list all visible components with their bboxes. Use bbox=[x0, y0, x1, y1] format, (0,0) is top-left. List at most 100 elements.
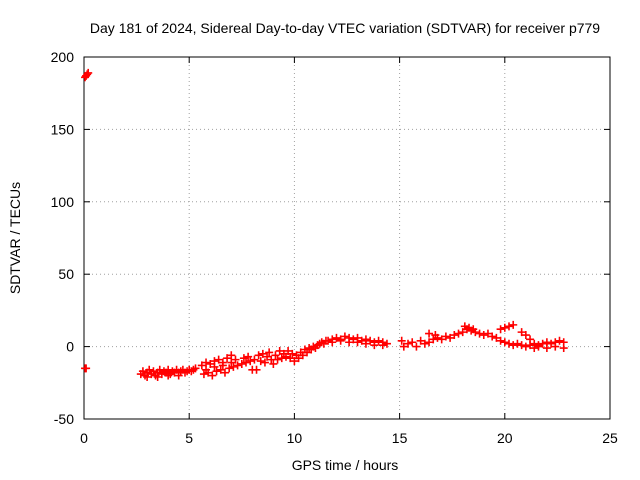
data-point bbox=[208, 371, 217, 380]
data-point bbox=[263, 352, 272, 361]
data-point bbox=[538, 339, 547, 348]
grid-lines bbox=[84, 57, 610, 419]
data-point bbox=[273, 355, 282, 364]
data-point bbox=[555, 336, 564, 345]
data-point bbox=[231, 355, 240, 364]
data-point bbox=[303, 348, 312, 357]
data-point bbox=[149, 367, 158, 376]
x-tick-label: 20 bbox=[497, 430, 513, 446]
data-point bbox=[542, 344, 551, 353]
data-point bbox=[82, 364, 91, 373]
data-point bbox=[174, 371, 183, 380]
data-point bbox=[450, 331, 459, 340]
data-points bbox=[81, 68, 568, 382]
data-point bbox=[202, 365, 211, 374]
data-point bbox=[269, 359, 278, 368]
data-point bbox=[505, 339, 514, 348]
data-point bbox=[345, 338, 354, 347]
data-point bbox=[252, 365, 261, 374]
data-point bbox=[496, 325, 505, 334]
data-point bbox=[458, 328, 467, 337]
data-point bbox=[191, 364, 200, 373]
data-point bbox=[488, 332, 497, 341]
data-point bbox=[254, 351, 263, 360]
data-point bbox=[526, 335, 535, 344]
data-point bbox=[281, 352, 290, 361]
data-point bbox=[397, 336, 406, 345]
data-point bbox=[214, 355, 223, 364]
data-point bbox=[265, 348, 274, 357]
data-point bbox=[530, 344, 539, 353]
x-tick-label: 15 bbox=[392, 430, 408, 446]
data-point bbox=[290, 357, 299, 366]
data-point bbox=[500, 338, 509, 347]
data-point bbox=[155, 365, 164, 374]
data-point bbox=[271, 351, 280, 360]
data-point bbox=[336, 336, 345, 345]
axis-ticks: 0 5 10 15 20 25 -50 0 50 100 150 200 bbox=[51, 49, 618, 446]
x-axis-title: GPS time / hours bbox=[292, 457, 399, 473]
x-tick-label: 0 bbox=[80, 430, 88, 446]
data-point bbox=[517, 328, 526, 337]
data-point bbox=[202, 358, 211, 367]
data-point bbox=[298, 351, 307, 360]
data-point bbox=[138, 367, 147, 376]
data-point bbox=[551, 342, 560, 351]
data-point bbox=[275, 346, 284, 355]
data-point bbox=[197, 361, 206, 370]
data-point bbox=[454, 329, 463, 338]
data-point bbox=[353, 338, 362, 347]
data-point bbox=[441, 332, 450, 341]
data-point bbox=[294, 354, 303, 363]
data-point bbox=[366, 336, 375, 345]
data-point bbox=[233, 361, 242, 370]
data-point bbox=[212, 367, 221, 376]
data-point bbox=[143, 373, 152, 382]
data-point bbox=[521, 331, 530, 340]
data-point bbox=[349, 335, 358, 344]
data-point bbox=[206, 359, 215, 368]
data-point bbox=[258, 349, 267, 358]
y-tick-label: 200 bbox=[51, 49, 75, 65]
data-point bbox=[492, 333, 501, 342]
y-tick-label: 150 bbox=[51, 121, 75, 137]
data-point bbox=[218, 361, 227, 370]
data-point bbox=[425, 329, 434, 338]
data-point bbox=[460, 322, 469, 331]
data-point bbox=[242, 358, 251, 367]
x-tick-label: 10 bbox=[287, 430, 303, 446]
data-point bbox=[284, 346, 293, 355]
data-point bbox=[412, 342, 421, 351]
data-point bbox=[288, 349, 297, 358]
y-tick-label: -50 bbox=[54, 411, 74, 427]
data-point bbox=[469, 325, 478, 334]
data-point bbox=[425, 338, 434, 347]
data-point bbox=[237, 359, 246, 368]
data-point bbox=[399, 342, 408, 351]
data-point bbox=[229, 362, 238, 371]
data-point bbox=[227, 351, 236, 360]
data-point bbox=[513, 339, 522, 348]
data-point bbox=[404, 339, 413, 348]
data-point bbox=[220, 368, 229, 377]
data-point bbox=[429, 335, 438, 344]
x-tick-label: 25 bbox=[602, 430, 618, 446]
data-point bbox=[496, 336, 505, 345]
data-point bbox=[378, 341, 387, 350]
data-point bbox=[260, 358, 269, 367]
data-point bbox=[534, 342, 543, 351]
data-point bbox=[250, 355, 259, 364]
data-point bbox=[256, 357, 265, 366]
data-point bbox=[286, 354, 295, 363]
data-point bbox=[324, 336, 333, 345]
data-point bbox=[216, 365, 225, 374]
data-point bbox=[382, 339, 391, 348]
chart-title: Day 181 of 2024, Sidereal Day-to-day VTE… bbox=[90, 20, 600, 36]
data-point bbox=[437, 335, 446, 344]
data-point bbox=[505, 322, 514, 331]
data-point bbox=[83, 70, 92, 79]
data-point bbox=[509, 320, 518, 329]
data-point bbox=[500, 323, 509, 332]
data-point bbox=[199, 370, 208, 379]
data-point bbox=[227, 358, 236, 367]
